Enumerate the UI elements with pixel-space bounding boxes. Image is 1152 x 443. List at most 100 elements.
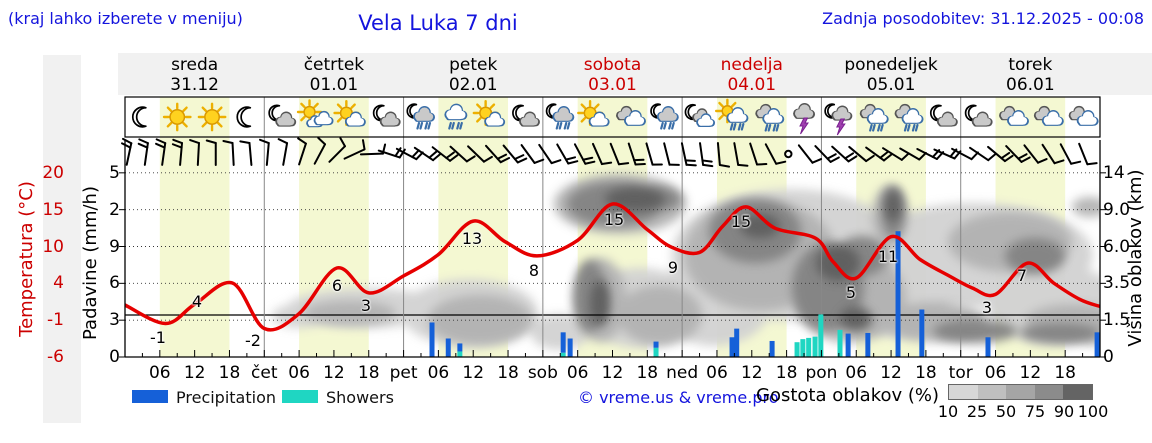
- wind-barb: [987, 145, 1014, 163]
- weather-icon-cloud-rain: [444, 103, 468, 130]
- day-header-strip: [118, 53, 1152, 95]
- cloud-axis-tick: 9.0: [1103, 199, 1131, 220]
- weather-icon-moon-clouds: [684, 103, 716, 127]
- cloud-blob: [1020, 323, 1100, 343]
- cloud-blob: [740, 214, 780, 238]
- cloud-blob: [885, 190, 901, 222]
- cloud-density-scale: [948, 384, 1093, 400]
- temp-value-label: 7: [1016, 266, 1028, 285]
- precipitation-bars: [429, 231, 1100, 357]
- temp-value-label: 6: [331, 276, 343, 295]
- weather-icon-moon-cloud-rain: [406, 103, 435, 130]
- cloud-blob: [428, 295, 532, 345]
- weather-icon-clouds: [1068, 105, 1099, 126]
- precip-bar: [845, 333, 851, 357]
- day-date: 06.01: [1006, 75, 1055, 95]
- precip-bar: [457, 343, 463, 352]
- temp-axis-tick: -1: [47, 310, 64, 331]
- showers-label: Showers: [326, 388, 394, 407]
- time-label: 06: [566, 363, 589, 383]
- temp-value-label: 13: [461, 229, 483, 248]
- precip-axis-title: Padavine (mm/h): [80, 186, 101, 340]
- showers-swatch: [282, 390, 318, 403]
- wind-barb: [865, 146, 893, 162]
- shower-bar: [837, 329, 843, 357]
- precip-bar: [919, 309, 925, 357]
- shower-bar: [560, 352, 566, 357]
- wind-barb: [733, 142, 749, 167]
- wind-barb: [882, 147, 910, 161]
- wind-barb: [814, 145, 840, 163]
- temp-value-label: 3: [981, 298, 993, 317]
- weather-icon-sun: [197, 102, 227, 132]
- cloud-axis-tick: 6.0: [1103, 236, 1131, 257]
- temp-value-label: 15: [603, 210, 625, 229]
- day-name-petek: petek: [449, 55, 498, 75]
- time-label: 12: [1019, 363, 1042, 383]
- temp-axis-tick: 20: [42, 162, 64, 183]
- cloud-blob: [933, 319, 1017, 343]
- time-label: 18: [915, 363, 937, 383]
- time-label: 12: [740, 363, 763, 383]
- density-tick-label: 100: [1077, 402, 1109, 421]
- time-label: 18: [357, 363, 380, 383]
- wind-barb: [969, 146, 997, 162]
- day-name-sobota: sobota: [583, 55, 642, 75]
- precip-axis-tick: 2: [109, 199, 120, 220]
- location-hint: (kraj lahko izberete v meniju): [8, 9, 243, 28]
- day-date: 03.01: [588, 75, 637, 95]
- temp-value-label: -1: [150, 328, 166, 347]
- shower-bar: [812, 336, 818, 357]
- wind-barb: [591, 142, 613, 166]
- time-label: 06: [427, 363, 450, 383]
- precip-bar: [865, 332, 871, 357]
- weather-icon-moon: [132, 106, 147, 128]
- temp-value-label: 11: [877, 247, 899, 266]
- wind-barb: [343, 139, 366, 160]
- weather-icon-moon-cloud: [930, 104, 958, 127]
- wind-barb: [413, 146, 442, 162]
- precip-bar: [985, 337, 991, 357]
- shower-bar: [806, 337, 812, 357]
- density-scale-segment: [977, 385, 1007, 399]
- weather-icon-sun-cloud: [333, 99, 366, 127]
- density-scale-segment: [1034, 385, 1064, 399]
- temp-axis-tick: 10: [42, 236, 64, 257]
- copyright-link[interactable]: © vreme.us & vreme.pro: [578, 388, 779, 407]
- weather-icon-cloud-lightning: [793, 103, 816, 135]
- cloud-axis-tick: 1.5: [1103, 310, 1131, 331]
- wind-barb: [467, 145, 493, 163]
- density-tick-label: 75: [1024, 402, 1046, 421]
- time-label: 12: [601, 363, 624, 383]
- wind-barb: [1005, 145, 1031, 163]
- precip-axis-tick: 9: [109, 236, 120, 257]
- temp-value-label: 3: [360, 296, 372, 315]
- page-title: Vela Luka 7 dni: [358, 11, 518, 35]
- cloud-blob: [840, 307, 872, 331]
- wind-barb: [627, 142, 646, 166]
- density-scale-segment: [1063, 385, 1092, 399]
- wind-barb: [222, 139, 235, 166]
- calm-wind-icon: [784, 149, 793, 159]
- time-label: 12: [880, 363, 902, 383]
- wind-barb: [645, 142, 663, 166]
- wind-barb: [716, 142, 731, 168]
- icon-strip-frame: [124, 96, 1101, 138]
- weather-icon-moon-cloud: [268, 104, 297, 127]
- precip-bar: [1094, 332, 1100, 357]
- wind-barb: [556, 143, 579, 165]
- weather-icon-sun-cloud: [577, 99, 610, 127]
- weather-icon-moon-cloud-rain: [650, 103, 679, 130]
- weather-icon-moon-cloud-lightning: [824, 103, 853, 136]
- weather-icon-clouds: [999, 105, 1029, 126]
- precip-axis-tick: 0: [109, 347, 120, 367]
- temp-axis-tick: 4: [53, 273, 64, 294]
- wind-barb: [171, 138, 184, 166]
- time-label: 06: [706, 363, 728, 383]
- weather-icon-clouds-rain: [859, 103, 889, 132]
- weather-icon-clouds: [1033, 105, 1064, 126]
- temp-value-label: 5: [845, 283, 857, 302]
- precipitation-swatch: [132, 390, 168, 403]
- weather-icon-clouds-rain: [755, 103, 785, 132]
